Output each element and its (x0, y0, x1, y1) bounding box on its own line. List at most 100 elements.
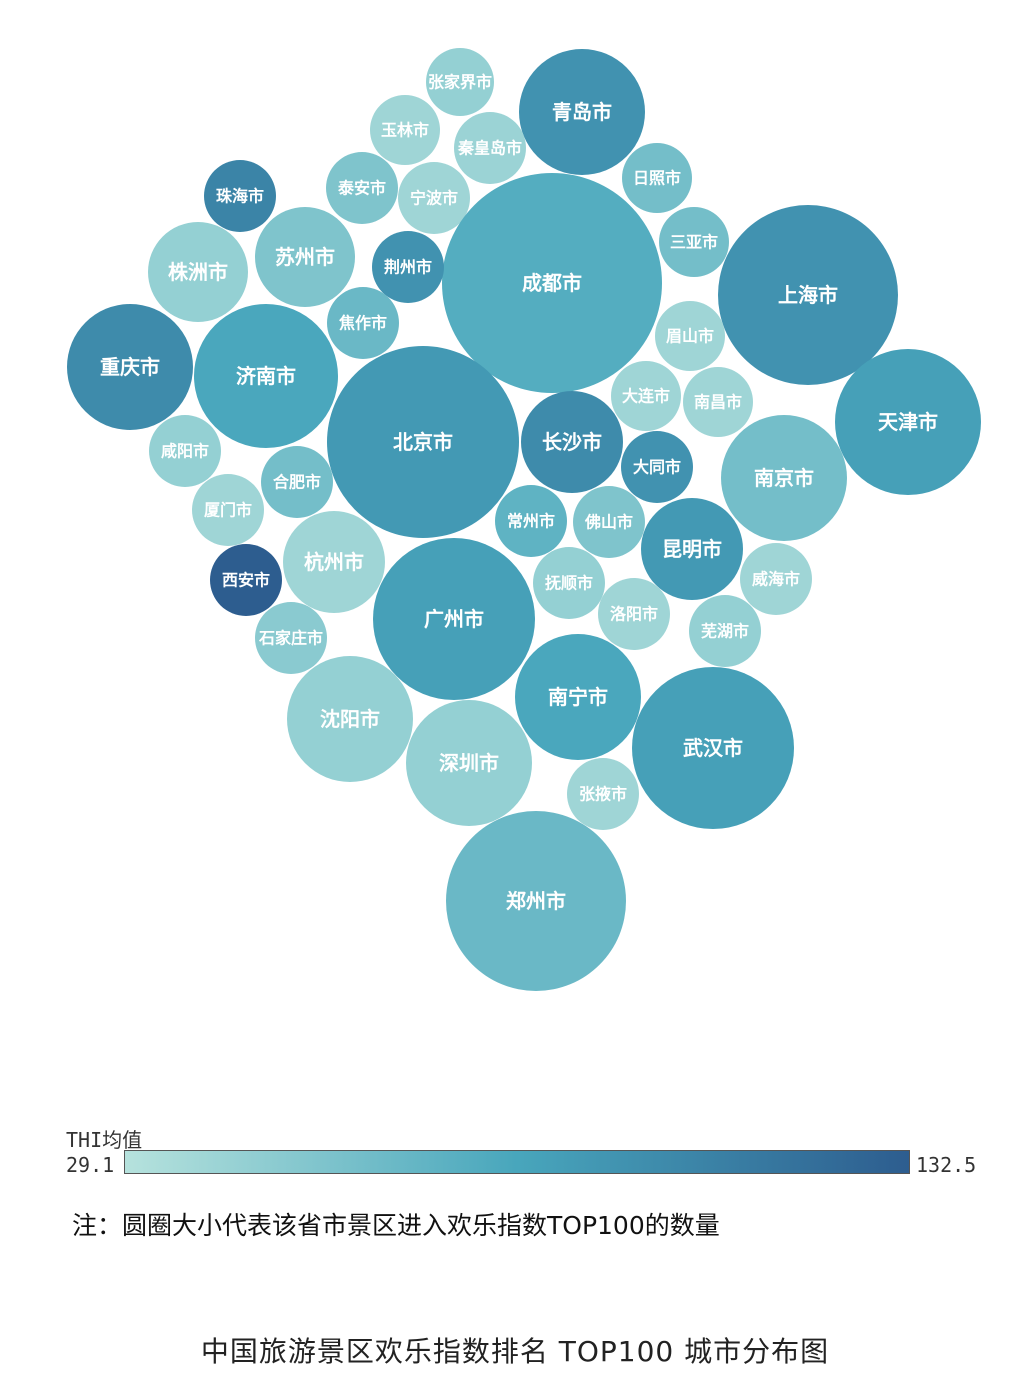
bubble-label: 郑州市 (506, 889, 566, 913)
bubble-label: 青岛市 (552, 100, 612, 124)
bubble-label: 泰安市 (337, 179, 386, 198)
bubble-18: 眉山市 (655, 301, 725, 371)
bubble-circle (659, 207, 729, 277)
bubble-25: 大同市 (621, 431, 693, 503)
bubble-39: 芜湖市 (689, 595, 761, 667)
legend-max-label: 132.5 (916, 1153, 977, 1177)
bubble-label: 深圳市 (439, 751, 499, 775)
bubble-label: 焦作市 (338, 314, 387, 333)
bubble-label: 沈阳市 (320, 707, 380, 731)
bubble-8: 宁波市 (398, 162, 470, 234)
bubble-13: 荆州市 (372, 231, 444, 303)
bubble-circle (835, 349, 981, 495)
legend-title: THI均值 (66, 1128, 143, 1152)
bubble-label: 成都市 (522, 271, 582, 295)
bubble-circle (721, 415, 847, 541)
bubble-label: 咸阳市 (161, 442, 209, 461)
bubble-circle (655, 301, 725, 371)
footnote: 注：圆圈大小代表该省市景区进入欢乐指数TOP100的数量 (72, 1211, 720, 1240)
bubble-label: 抚顺市 (545, 574, 593, 593)
bubble-label: 武汉市 (683, 736, 743, 760)
bubble-circle (210, 544, 282, 616)
bubble-label: 北京市 (393, 430, 453, 454)
bubble-24: 长沙市 (521, 391, 623, 493)
figure-caption: 中国旅游景区欢乐指数排名 TOP100 城市分布图 (200, 1335, 830, 1368)
bubble-11: 株洲市 (148, 222, 248, 322)
bubble-45: 郑州市 (446, 811, 626, 991)
bubble-label: 荆州市 (384, 258, 432, 277)
bubble-7: 泰安市 (326, 152, 398, 224)
bubble-3: 玉林市 (370, 95, 440, 165)
bubble-35: 抚顺市 (533, 547, 605, 619)
bubble-label: 秦皇岛市 (457, 139, 522, 158)
bubble-label: 上海市 (778, 283, 838, 307)
bubble-label: 佛山市 (584, 513, 633, 532)
bubble-circle (515, 634, 641, 760)
bubble-36: 洛阳市 (598, 578, 670, 650)
bubble-label: 苏州市 (275, 245, 335, 269)
bubble-label: 南宁市 (548, 685, 608, 709)
bubble-circle (521, 391, 623, 493)
bubble-19: 北京市 (327, 346, 519, 538)
bubble-circle (621, 431, 693, 503)
bubble-33: 杭州市 (283, 511, 385, 613)
bubble-4: 秦皇岛市 (454, 112, 526, 184)
bubble-31: 昆明市 (641, 498, 743, 600)
bubble-circle (327, 346, 519, 538)
bubble-30: 佛山市 (573, 486, 645, 558)
bubble-circle (567, 758, 639, 830)
bubble-label: 济南市 (236, 364, 296, 388)
bubble-label: 日照市 (633, 169, 681, 188)
bubble-circle (148, 222, 248, 322)
bubble-label: 广州市 (424, 607, 484, 631)
bubble-20: 大连市 (611, 361, 681, 431)
bubble-label: 石家庄市 (258, 629, 323, 648)
bubble-circle (622, 143, 692, 213)
bubble-circle (533, 547, 605, 619)
bubble-circle (326, 152, 398, 224)
bubble-12: 苏州市 (255, 207, 355, 307)
bubble-23: 咸阳市 (149, 415, 221, 487)
bubble-label: 三亚市 (670, 233, 718, 252)
bubble-17: 济南市 (194, 304, 338, 448)
bubble-circle (689, 595, 761, 667)
bubble-circle (442, 173, 662, 393)
bubble-label: 南京市 (754, 466, 814, 490)
bubble-circle (611, 361, 681, 431)
bubble-circle (598, 578, 670, 650)
bubble-40: 南宁市 (515, 634, 641, 760)
bubble-42: 深圳市 (406, 700, 532, 826)
bubble-label: 合肥市 (273, 473, 321, 492)
bubble-label: 天津市 (878, 410, 938, 434)
bubble-15: 重庆市 (67, 304, 193, 430)
bubble-label: 常州市 (507, 512, 555, 531)
bubble-label: 厦门市 (204, 501, 252, 520)
bubble-43: 武汉市 (632, 667, 794, 829)
bubble-16: 焦作市 (327, 287, 399, 359)
bubble-label: 大同市 (633, 458, 681, 477)
bubble-circle (641, 498, 743, 600)
bubble-label: 威海市 (752, 570, 800, 589)
bubble-label: 大连市 (622, 387, 670, 406)
bubble-label: 芜湖市 (701, 622, 749, 641)
bubble-circle (718, 205, 898, 385)
bubble-label: 昆明市 (662, 537, 722, 561)
bubble-1: 张家界市 (426, 48, 494, 116)
bubble-9: 成都市 (442, 173, 662, 393)
bubble-label: 长沙市 (542, 430, 602, 454)
bubble-label: 南昌市 (694, 393, 742, 412)
bubble-circle (372, 231, 444, 303)
bubble-37: 威海市 (740, 543, 812, 615)
bubble-41: 沈阳市 (287, 656, 413, 782)
bubble-circle (204, 160, 276, 232)
bubble-44: 张掖市 (567, 758, 639, 830)
bubble-circle (370, 95, 440, 165)
bubble-label: 西安市 (222, 571, 270, 590)
bubble-32: 西安市 (210, 544, 282, 616)
bubble-22: 天津市 (835, 349, 981, 495)
bubble-circle (632, 667, 794, 829)
bubble-10: 三亚市 (659, 207, 729, 277)
bubble-circle (283, 511, 385, 613)
bubble-circle (519, 49, 645, 175)
